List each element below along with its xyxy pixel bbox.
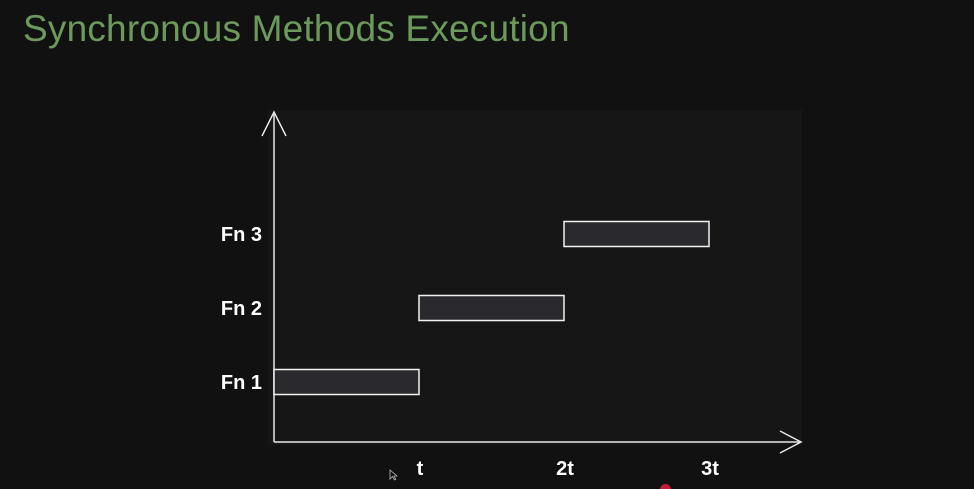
bar-fn-1 [273,368,420,396]
row-label-fn-2: Fn 2 [221,298,262,320]
x-tick-label-t: t [417,458,424,480]
x-tick-label-2t: 2t [556,458,574,480]
bar-fn-2 [418,294,565,322]
x-axis-arrowhead [779,430,803,454]
bars-group [273,220,710,396]
mouse-cursor-icon [389,469,398,481]
x-tick-label-3t: 3t [701,458,719,480]
axes [261,110,803,454]
slide-title: Synchronous Methods Execution [23,8,570,49]
recording-indicator-dot [660,484,671,489]
row-labels-group: Fn 1 Fn 2 Fn 3 [221,224,262,394]
y-axis-arrowhead [261,110,287,137]
row-label-fn-1: Fn 1 [221,372,262,394]
row-label-fn-3: Fn 3 [221,224,262,246]
bar-fn-3 [563,220,710,248]
tick-labels-group: t 2t 3t [417,458,720,480]
